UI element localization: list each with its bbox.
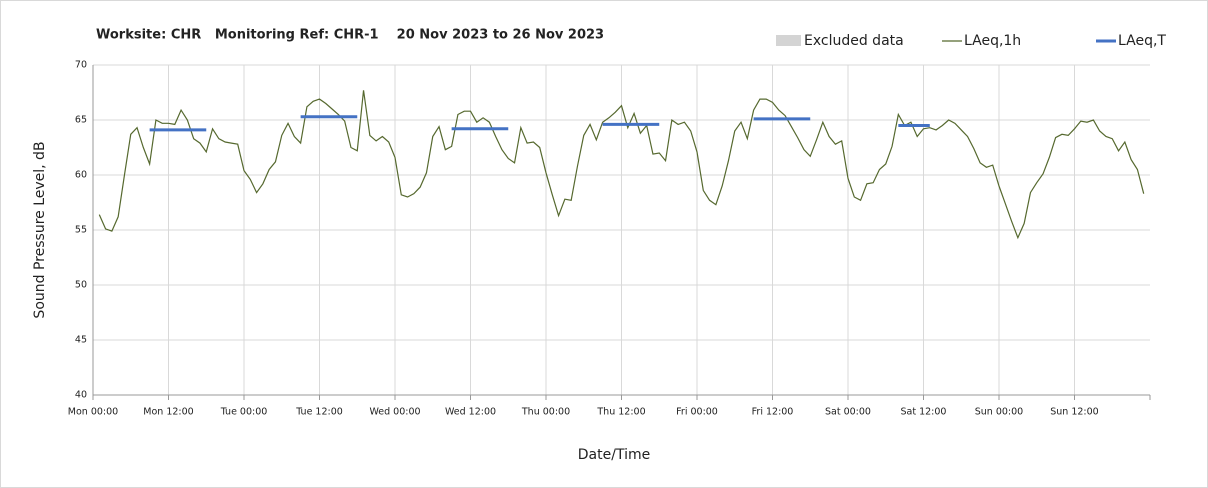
x-tick-label: Fri 00:00: [676, 407, 718, 418]
x-tick-label: Thu 12:00: [596, 407, 645, 418]
x-tick-label: Wed 12:00: [445, 407, 496, 418]
y-tick-label: 65: [75, 115, 87, 126]
y-tick-label: 40: [75, 390, 87, 401]
x-tick-label: Tue 00:00: [220, 407, 268, 418]
chart-title: Worksite: CHR Monitoring Ref: CHR-1 20 N…: [96, 28, 604, 43]
x-tick-label: Sat 12:00: [901, 407, 947, 418]
x-tick-label: Sat 00:00: [825, 407, 871, 418]
y-tick-label: 50: [75, 280, 87, 291]
y-tick-label: 45: [75, 335, 87, 346]
x-tick-label: Tue 12:00: [295, 407, 343, 418]
legend-label: LAeq,1h: [964, 33, 1021, 49]
x-tick-label: Mon 00:00: [68, 407, 118, 418]
x-tick-label: Thu 00:00: [521, 407, 570, 418]
legend-label: LAeq,T: [1118, 33, 1166, 49]
data-line: [98, 90, 1145, 240]
y-tick-label: 60: [75, 170, 87, 181]
x-axis-label: Date/Time: [578, 447, 650, 463]
legend-label: Excluded data: [804, 33, 904, 49]
x-tick-label: Sun 12:00: [1050, 407, 1098, 418]
x-tick-label: Wed 00:00: [369, 407, 420, 418]
legend-swatch: [776, 35, 801, 46]
x-tick-label: Mon 12:00: [143, 407, 193, 418]
x-tick-label: Fri 12:00: [752, 407, 794, 418]
y-axis-label: Sound Pressure Level, dB: [32, 141, 48, 318]
y-tick-label: 55: [75, 225, 87, 236]
x-tick-label: Sun 00:00: [975, 407, 1023, 418]
y-tick-label: 70: [75, 60, 87, 71]
